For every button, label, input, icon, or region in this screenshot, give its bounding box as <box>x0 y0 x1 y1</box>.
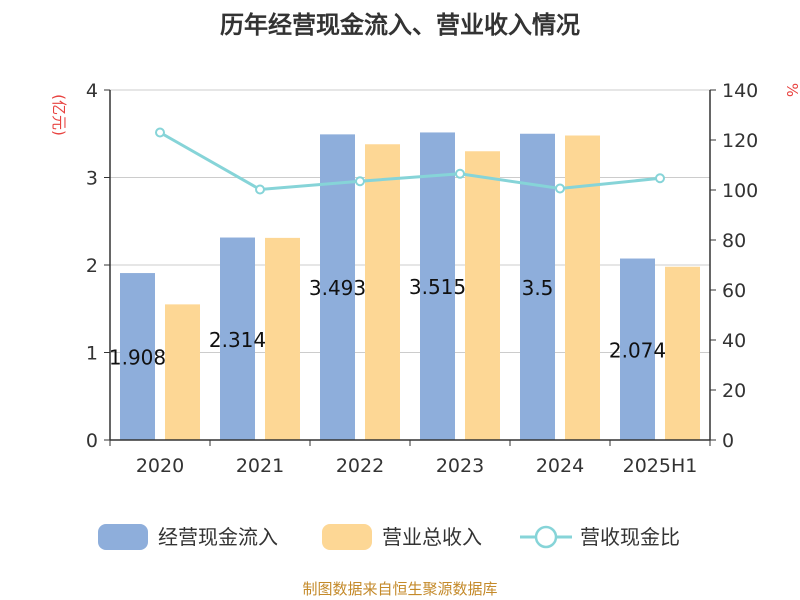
data-labels: 1.908 2.314 3.493 3.515 3.5 2.074 <box>109 275 666 369</box>
right-tick-label: 100 <box>722 180 758 202</box>
source-note: 制图数据来自恒生聚源数据库 <box>302 580 497 598</box>
left-axis-unit: (亿元) <box>50 94 68 136</box>
right-tick-label: 140 <box>722 80 758 102</box>
legend-swatch-ratio-marker <box>534 525 558 549</box>
x-tick-label: 2020 <box>136 455 184 477</box>
x-tick-label: 2022 <box>336 455 384 477</box>
ratio-line <box>155 127 665 195</box>
legend-label: 营收现金比 <box>580 525 680 549</box>
bar-cash-inflow <box>120 273 155 440</box>
data-label: 3.5 <box>522 276 554 300</box>
legend-label: 经营现金流入 <box>158 525 278 549</box>
data-label: 2.074 <box>609 338 666 362</box>
bar-revenue <box>365 144 400 440</box>
bar-revenue <box>565 135 600 440</box>
legend-label: 营业总收入 <box>382 525 482 549</box>
ratio-point <box>455 168 465 179</box>
right-tick-label: 120 <box>722 130 758 152</box>
ratio-line-path <box>159 131 661 192</box>
chart-title: 历年经营现金流入、营业收入情况 <box>220 11 580 39</box>
x-tick-label: 2021 <box>236 455 284 477</box>
bar-cash-inflow <box>620 258 655 440</box>
left-tick-label: 2 <box>86 255 98 277</box>
left-tick-label: 0 <box>86 430 98 452</box>
right-axis-unit: % <box>783 83 800 97</box>
right-tick-label: 40 <box>722 330 746 352</box>
bar-cash-inflow <box>220 237 255 440</box>
ratio-point <box>655 173 665 184</box>
legend-swatch-cash-inflow <box>98 524 148 550</box>
right-tick-label: 60 <box>722 280 746 302</box>
bar-revenue <box>165 304 200 440</box>
left-tick-label: 3 <box>86 168 98 190</box>
left-tick-label: 1 <box>86 343 98 365</box>
ratio-point <box>355 176 365 187</box>
bar-revenue <box>665 266 700 440</box>
x-tick-label: 2023 <box>436 455 484 477</box>
bars <box>120 132 700 441</box>
data-label: 2.314 <box>209 328 266 352</box>
data-label: 3.493 <box>309 276 366 300</box>
legend-swatch-revenue <box>322 524 372 550</box>
bar-revenue <box>265 237 300 440</box>
left-tick-label: 4 <box>86 80 98 102</box>
bar-revenue <box>465 151 500 440</box>
legend: 经营现金流入 营业总收入 营收现金比 <box>98 524 680 550</box>
data-label: 1.908 <box>109 346 166 370</box>
ratio-point <box>155 127 165 138</box>
x-tick-label: 2024 <box>536 455 584 477</box>
x-tick-label: 2025H1 <box>623 455 698 477</box>
data-label: 3.515 <box>409 275 466 299</box>
right-tick-label: 0 <box>722 430 734 452</box>
right-tick-label: 80 <box>722 230 746 252</box>
bar-cash-inflow <box>420 132 455 440</box>
ratio-point <box>255 184 265 195</box>
right-tick-label: 20 <box>722 380 746 402</box>
ratio-point <box>555 183 565 194</box>
